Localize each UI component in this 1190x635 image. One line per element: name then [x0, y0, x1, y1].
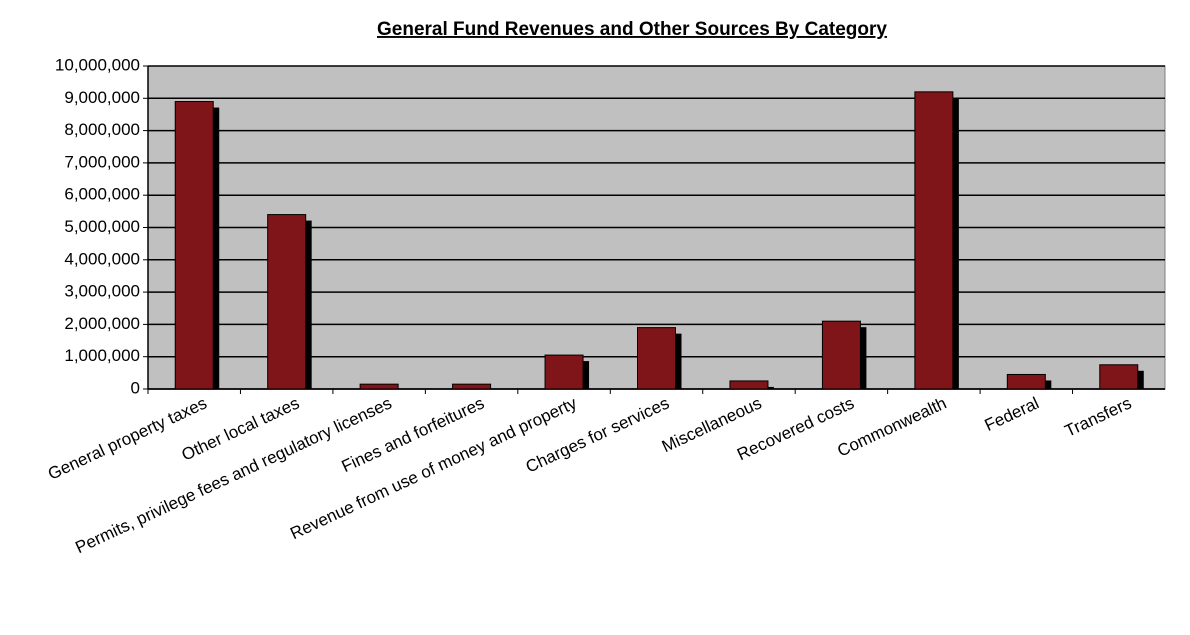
y-tick-label: 7,000,000 — [64, 152, 140, 171]
y-tick-label: 4,000,000 — [64, 249, 140, 268]
y-tick-label: 8,000,000 — [64, 120, 140, 139]
bar — [637, 327, 676, 390]
y-tick-label: 9,000,000 — [64, 88, 140, 107]
y-tick-label: 0 — [131, 378, 140, 397]
bar — [544, 354, 584, 390]
x-tick-label: Transfers — [1062, 393, 1135, 440]
y-tick-label: 3,000,000 — [64, 282, 140, 301]
bar — [821, 320, 861, 390]
y-tick-label: 2,000,000 — [64, 314, 140, 333]
y-tick-label: 6,000,000 — [64, 185, 140, 204]
x-tick-label: Federal — [982, 393, 1042, 435]
bar — [729, 380, 769, 390]
chart-title: General Fund Revenues and Other Sources … — [377, 19, 887, 40]
bar — [1099, 364, 1139, 390]
bar — [359, 383, 399, 390]
y-tick-label: 1,000,000 — [64, 346, 140, 365]
x-tick-label: General property taxes — [45, 393, 210, 483]
bar — [452, 383, 492, 390]
bar — [1006, 373, 1046, 390]
bar — [267, 214, 307, 390]
bar — [914, 91, 954, 390]
y-tick-label: 5,000,000 — [64, 217, 140, 236]
y-tick-label: 10,000,000 — [55, 55, 140, 74]
bar — [174, 101, 214, 390]
